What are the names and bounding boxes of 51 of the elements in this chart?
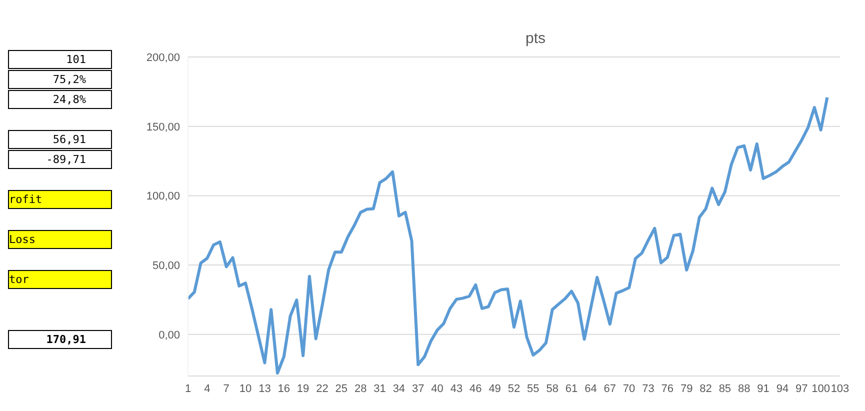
x-tick-label: 43 — [450, 382, 463, 395]
chart-title: pts — [524, 30, 546, 47]
x-tick-label: 58 — [546, 382, 558, 395]
text: 56,91 — [8, 130, 112, 149]
x-tick-label: 31 — [374, 382, 386, 395]
x-tick-label: 13 — [258, 382, 271, 395]
x-tick-label: 79 — [680, 382, 693, 395]
text: 75,2% — [8, 70, 112, 89]
x-tick-label: 25 — [335, 382, 348, 395]
x-tick-label: 94 — [776, 382, 789, 395]
x-tick-label: 73 — [642, 382, 654, 395]
y-tick-label: 200,00 — [146, 52, 180, 64]
x-tick-label: 19 — [296, 382, 310, 395]
x-tick-label: 52 — [508, 382, 520, 395]
x-tick-label: 16 — [278, 382, 290, 395]
y-tick-label: 0,00 — [158, 329, 180, 342]
x-tick-label: 37 — [412, 382, 424, 395]
x-tick-label: 4 — [204, 382, 210, 395]
text: 24,8% — [8, 90, 112, 109]
y-tick-label: 50,00 — [152, 260, 180, 272]
x-tick-label: 10 — [239, 382, 252, 395]
x-tick-label: 46 — [470, 382, 482, 395]
text: -89,71 — [8, 150, 112, 169]
y-tick-label: 150,00 — [146, 121, 180, 134]
x-tick-label: 28 — [354, 382, 367, 395]
x-tick-label: 1 — [184, 382, 192, 395]
x-tick-label: 40 — [431, 382, 444, 395]
x-tick-label: 7 — [223, 382, 230, 395]
x-tick-label: 22 — [316, 382, 328, 395]
x-tick-label: 76 — [661, 382, 674, 395]
x-tick-label: 70 — [622, 382, 636, 395]
y-tick-label: 100,00 — [146, 190, 180, 203]
x-tick-label: 49 — [488, 382, 501, 395]
x-tick-label: 82 — [700, 382, 712, 395]
line-series — [186, 96, 829, 375]
text: rofit — [8, 190, 112, 209]
x-tick-label: 97 — [796, 382, 808, 395]
text: Loss — [8, 230, 112, 249]
x-tick-label: 103 — [830, 382, 850, 395]
text: 170,91 — [8, 330, 112, 349]
x-tick-label: 55 — [527, 382, 540, 395]
text: tor — [8, 270, 112, 289]
x-tick-label: 100 — [812, 382, 830, 395]
x-tick-label: 34 — [392, 382, 406, 395]
x-tick-label: 64 — [584, 382, 597, 395]
text: 101 — [8, 50, 112, 69]
x-tick-label: 67 — [604, 382, 616, 395]
x-tick-label: 91 — [757, 382, 770, 395]
x-tick-label: 61 — [565, 382, 578, 395]
x-tick-label: 88 — [738, 382, 750, 395]
x-tick-label: 85 — [718, 382, 732, 395]
